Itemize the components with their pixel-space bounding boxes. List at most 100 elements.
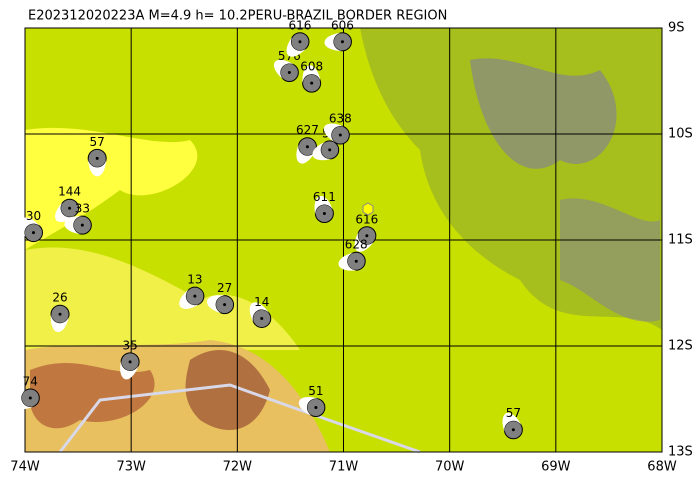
depth-label: 638 xyxy=(329,112,352,126)
beachball-center xyxy=(58,312,62,316)
beachball-center xyxy=(68,206,72,210)
beachball-dilatation xyxy=(55,201,76,223)
depth-label: 14 xyxy=(254,295,269,309)
focal-mechanism xyxy=(249,302,272,328)
depth-label: 606 xyxy=(331,18,354,32)
lat-tick-label: 10S xyxy=(668,127,693,142)
beachball-center xyxy=(322,212,326,215)
focal-mechanism xyxy=(179,286,205,309)
beachball-center xyxy=(354,259,358,263)
focal-mechanism xyxy=(87,148,107,177)
beachball-dilatation xyxy=(298,397,319,416)
lat-tick-label: 13S xyxy=(668,445,693,460)
focal-mechanism xyxy=(64,215,92,235)
beachball-center xyxy=(511,428,515,432)
beachball-dilatation xyxy=(354,230,375,252)
depth-label: 51 xyxy=(308,384,323,398)
focal-mechanism xyxy=(302,65,322,93)
focal-mechanism xyxy=(20,217,43,243)
beachball-dilatation xyxy=(502,412,522,434)
depth-label: 608 xyxy=(300,60,323,74)
beachball-center xyxy=(193,294,197,298)
lon-tick-label: 68W xyxy=(647,460,677,475)
depth-label: 616 xyxy=(289,18,312,32)
lon-tick-label: 73W xyxy=(116,460,146,475)
beachball-center xyxy=(260,316,264,320)
beachball-dilatation xyxy=(50,312,69,333)
focal-mechanism xyxy=(502,412,523,440)
beachball-dilatation xyxy=(296,143,316,164)
beachball-dilatation xyxy=(13,389,35,410)
beachball-dilatation xyxy=(302,65,321,85)
focal-mechanism xyxy=(286,32,310,57)
beachball-dilatation xyxy=(324,32,343,51)
depth-label: 33 xyxy=(75,202,90,216)
depth-label: 57 xyxy=(506,406,521,420)
depth-label: 30 xyxy=(26,209,41,223)
beachball-center xyxy=(128,360,132,364)
beachball-center xyxy=(365,234,369,238)
beachball-center xyxy=(310,81,314,85)
lon-tick-label: 71W xyxy=(329,460,359,475)
lat-tick-label: 12S xyxy=(668,339,693,354)
focal-mechanism xyxy=(324,32,352,52)
beachball-dilatation xyxy=(286,35,307,57)
depth-label: 611 xyxy=(313,190,336,204)
focal-mechanism xyxy=(296,137,317,164)
focal-mechanism xyxy=(312,140,340,161)
depth-label: 144 xyxy=(58,185,81,199)
depth-label: 35 xyxy=(122,338,137,352)
beachball-center xyxy=(328,148,332,152)
beachball-dilatation xyxy=(312,141,333,161)
focal-mechanism xyxy=(354,226,377,252)
beachball-center xyxy=(223,303,227,307)
depth-label: 627 xyxy=(296,123,319,137)
focal-mechanism xyxy=(314,195,334,223)
beachball-dilatation xyxy=(314,195,334,216)
beachball-center xyxy=(95,156,99,160)
lon-tick-label: 74W xyxy=(10,460,40,475)
depth-label: 628 xyxy=(345,238,368,252)
depth-label: 27 xyxy=(217,281,232,295)
beachball-center xyxy=(287,71,291,75)
beachball-dilatation xyxy=(120,359,139,380)
beachball-dilatation xyxy=(88,158,107,177)
lon-tick-label: 69W xyxy=(541,460,571,475)
focal-mechanism xyxy=(273,59,299,83)
beachball-dilatation xyxy=(206,295,227,314)
lon-tick-label: 70W xyxy=(435,460,465,475)
beachball-center xyxy=(305,145,309,149)
focal-mechanism xyxy=(298,397,326,417)
focal-mechanism xyxy=(13,388,40,410)
beachball-dilatation xyxy=(323,123,345,144)
beachball-dilatation xyxy=(20,217,41,239)
beachball-dilatation xyxy=(64,216,83,235)
beachball-center xyxy=(338,133,342,137)
focal-mechanism xyxy=(323,123,350,145)
focal-mechanism xyxy=(338,251,366,271)
beachball-center xyxy=(31,231,35,235)
focal-mechanism xyxy=(50,304,70,333)
beachball-center xyxy=(314,405,318,409)
depth-label: 74 xyxy=(23,374,38,388)
beachball-dilatation xyxy=(179,288,201,309)
depth-label: 616 xyxy=(355,212,378,226)
beachball-dilatation xyxy=(338,252,358,271)
focal-mechanism xyxy=(55,198,80,223)
depth-label: 26 xyxy=(52,291,67,305)
beachball-center xyxy=(80,223,84,227)
map-title: E202312020223A M=4.9 h= 10.2PERU-BRAZIL … xyxy=(28,9,447,24)
lat-tick-label: 11S xyxy=(668,233,693,248)
depth-label: 57 xyxy=(90,135,105,149)
lat-tick-label: 9S xyxy=(668,21,685,36)
beachball-dilatation xyxy=(273,59,295,80)
beachball-dilatation xyxy=(249,302,270,324)
focal-mechanism xyxy=(206,295,235,315)
beachball-center xyxy=(340,40,344,44)
lon-tick-label: 72W xyxy=(223,460,253,475)
beachball-center xyxy=(28,396,32,400)
beachball-center xyxy=(298,40,302,44)
depth-label: 13 xyxy=(187,273,202,287)
focal-mechanism xyxy=(120,352,140,380)
